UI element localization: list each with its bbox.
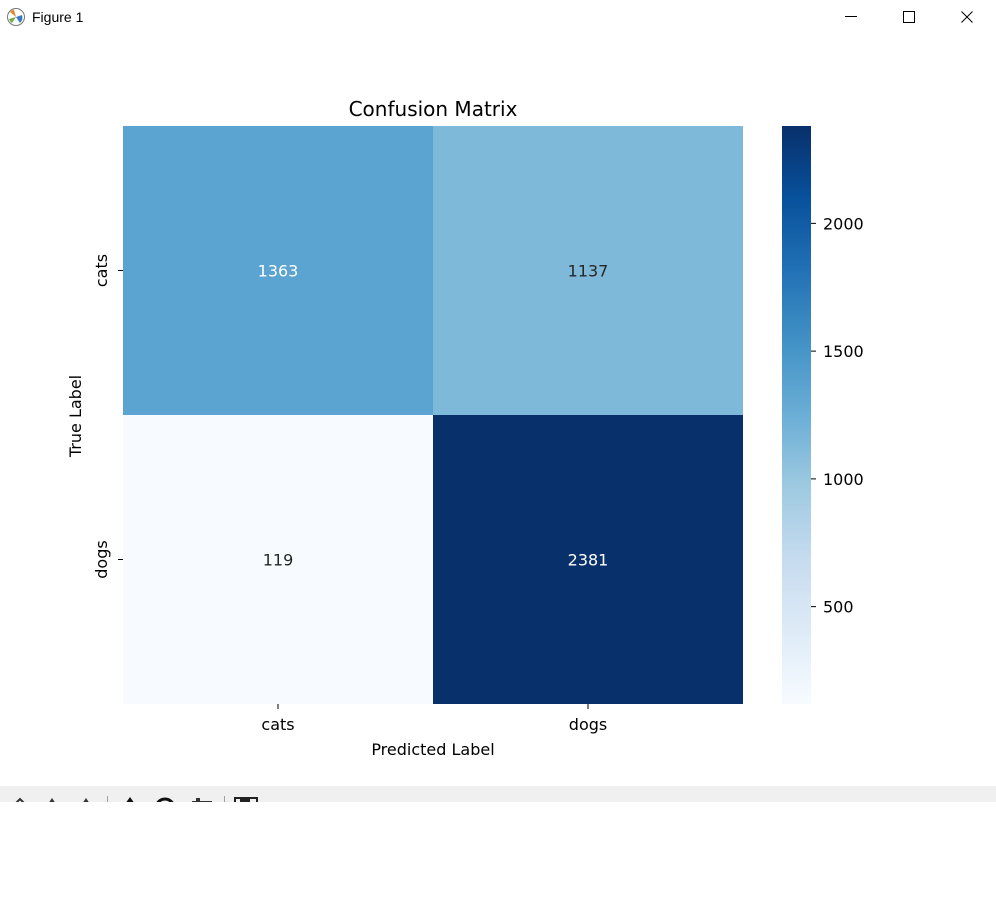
y-tick-label: dogs [92,540,111,578]
close-button[interactable] [938,0,996,34]
cell-value-label: 119 [263,551,294,570]
heatmap-cell [123,415,433,704]
heatmap-cells: 1363 1137 119 2381 [123,126,743,704]
back-icon[interactable] [42,796,62,802]
colorbar-tick-label: 1000 [823,470,864,489]
toolbar-separator [107,796,108,802]
x-tick-label: dogs [569,715,607,734]
colorbar-tick-label: 2000 [823,214,864,233]
save-icon[interactable] [234,796,258,802]
colorbar-tick-label: 500 [823,598,854,617]
cell-value-label: 1363 [258,262,299,281]
configure-subplots-icon[interactable] [190,796,212,802]
heatmap-cell [433,415,743,704]
cell-value-label: 2381 [568,551,609,570]
y-tick-label: cats [92,254,111,287]
close-icon [961,11,973,23]
forward-icon[interactable] [76,796,96,802]
pan-icon[interactable] [120,796,140,802]
matplotlib-app-icon [6,7,26,27]
zoom-icon[interactable] [154,796,174,802]
x-tick-label: cats [261,715,294,734]
window-title: Figure 1 [32,9,84,25]
navigation-toolbar [0,786,996,802]
colorbar-ticks: 500 1000 1500 2000 [811,214,864,617]
window-titlebar: Figure 1 [0,0,996,36]
toolbar-separator [224,796,225,802]
cell-value-label: 1137 [568,262,609,281]
heatmap-cell [123,126,433,415]
chart-title: Confusion Matrix [349,97,518,121]
y-axis-label: True Label [66,375,85,458]
confusion-matrix-chart: Confusion Matrix Predicted Label True La… [66,97,864,759]
minimize-icon [845,16,857,17]
x-axis-ticks: cats dogs [261,704,607,734]
maximize-icon [903,11,915,23]
colorbar-tick-label: 1500 [823,342,864,361]
x-axis-label: Predicted Label [371,740,494,759]
colorbar [782,126,811,704]
maximize-button[interactable] [880,0,938,34]
y-axis-ticks: cats dogs [92,254,123,579]
home-icon[interactable] [10,796,30,802]
figure-canvas: Confusion Matrix Predicted Label True La… [0,36,996,786]
heatmap-cell [433,126,743,415]
minimize-button[interactable] [822,0,880,34]
